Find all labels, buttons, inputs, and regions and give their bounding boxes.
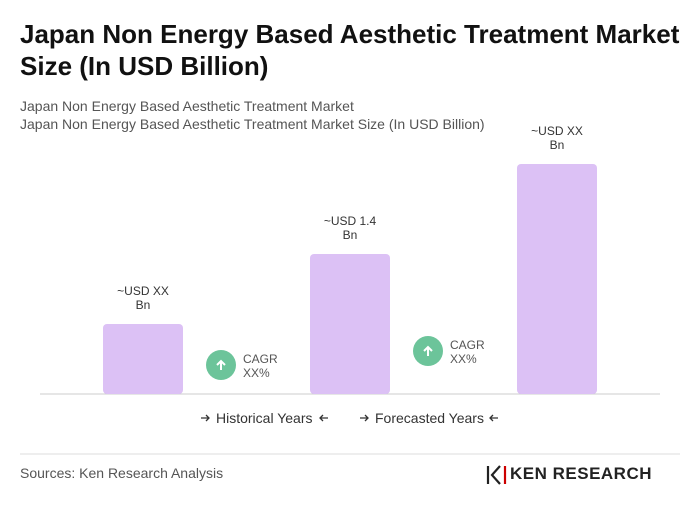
cagr-arrow [216, 359, 226, 370]
legend-label: Historical Years [216, 410, 313, 426]
value-label: ~USD XX Bn [531, 124, 583, 152]
cagr-arrow [423, 345, 433, 356]
bar [517, 164, 597, 394]
cagr-label: CAGR XX% [450, 338, 485, 366]
bar [310, 254, 390, 394]
legend-label: Forecasted Years [375, 410, 484, 426]
value-label: ~USD 1.4 Bn [323, 214, 377, 242]
legend-arrows [201, 414, 498, 422]
logo-icon [486, 465, 507, 485]
subtitle: Japan Non Energy Based Aesthetic Treatme… [20, 98, 354, 114]
source: Sources: Ken Research Analysis [20, 465, 224, 481]
subtitle: Japan Non Energy Based Aesthetic Treatme… [20, 116, 485, 132]
logo: KEN RESEARCH [510, 464, 653, 483]
value-label: ~USD XX Bn [117, 284, 169, 312]
cagr-label: CAGR XX% [243, 352, 278, 380]
bar [103, 324, 183, 394]
chart-title: Japan Non Energy Based Aesthetic Treatme… [20, 19, 680, 81]
